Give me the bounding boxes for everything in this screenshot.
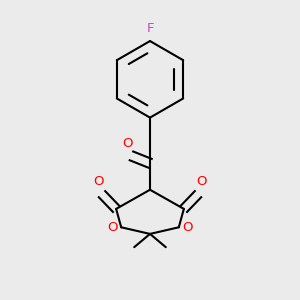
Text: O: O [107,221,118,234]
Text: O: O [93,175,104,188]
Text: F: F [146,22,154,35]
Text: O: O [123,137,133,150]
Text: O: O [182,221,193,234]
Text: O: O [196,175,207,188]
